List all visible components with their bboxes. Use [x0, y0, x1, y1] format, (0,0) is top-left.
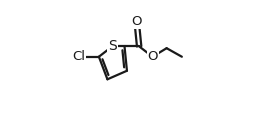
- Text: S: S: [108, 39, 117, 53]
- Text: O: O: [147, 50, 158, 63]
- Text: Cl: Cl: [72, 50, 85, 63]
- Text: O: O: [132, 15, 142, 28]
